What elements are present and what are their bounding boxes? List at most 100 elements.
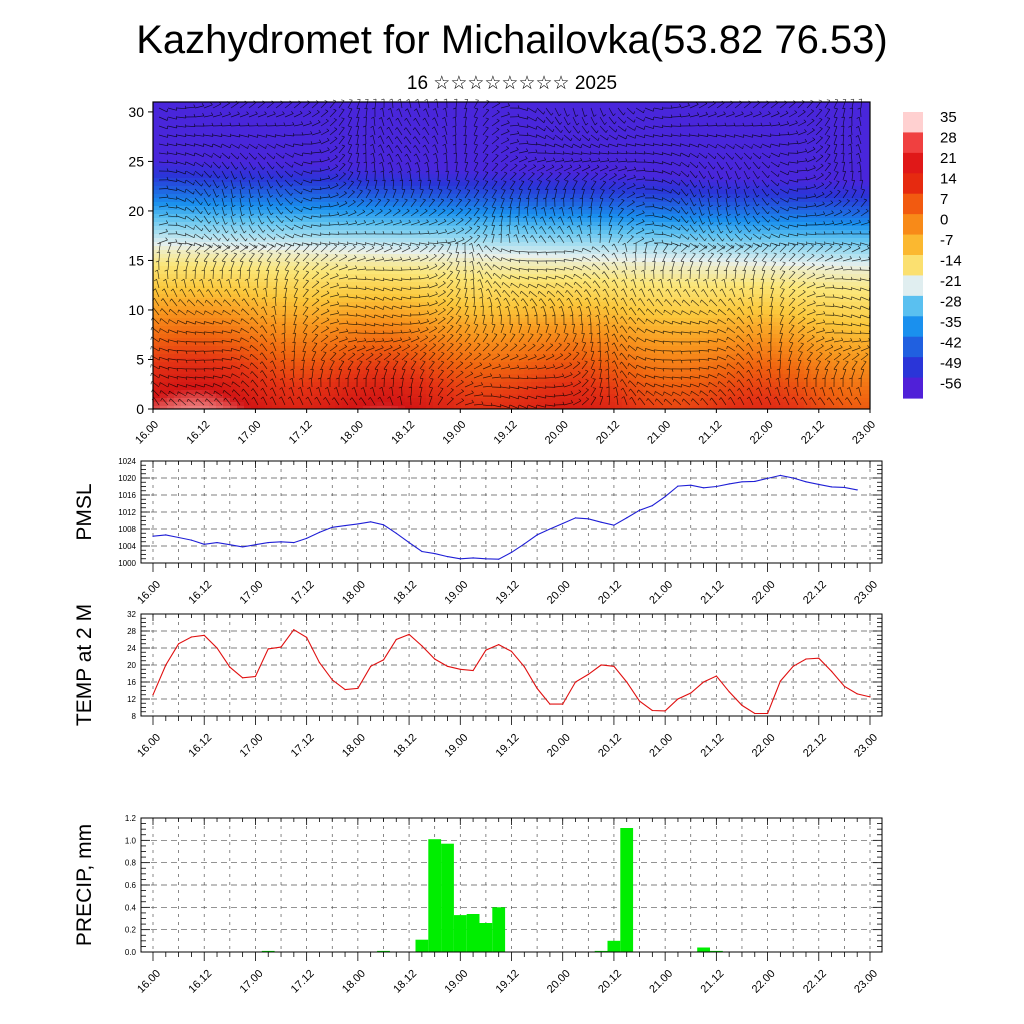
heatmap-cell [307, 130, 315, 135]
heatmap-cell [545, 354, 553, 359]
heatmap-cell [216, 354, 224, 359]
heatmap-cell [363, 118, 371, 123]
heatmap-cell [545, 234, 553, 239]
heatmap-cell [559, 378, 567, 383]
heatmap-cell [307, 262, 315, 267]
heatmap-cell [538, 130, 546, 135]
heatmap-cell [258, 218, 266, 223]
heatmap-cell [321, 306, 329, 311]
heatmap-cell [307, 178, 315, 183]
heatmap-cell [510, 318, 518, 323]
heatmap-cell [300, 366, 308, 371]
heatmap-cell [251, 402, 259, 407]
heatmap-cell [496, 202, 504, 207]
heatmap-cell [209, 242, 217, 247]
heatmap-cell [244, 214, 252, 219]
heatmap-cell [230, 210, 238, 215]
heatmap-cell [559, 310, 567, 315]
heatmap-cell [531, 162, 539, 167]
heatmap-cell [279, 342, 287, 347]
heatmap-cell [258, 262, 266, 267]
heatmap-cell [468, 110, 476, 115]
heatmap-cell [265, 210, 273, 215]
heatmap-cell [531, 334, 539, 339]
heatmap-cell [538, 202, 546, 207]
heatmap-cell [587, 262, 595, 267]
heatmap-cell [454, 126, 462, 131]
heatmap-cell [209, 274, 217, 279]
heatmap-cell [237, 318, 245, 323]
heatmap-cell [216, 146, 224, 151]
heatmap-cell [412, 378, 420, 383]
heatmap-cell [419, 258, 427, 263]
heatmap-cell [426, 346, 434, 351]
heatmap-cell [398, 226, 406, 231]
heatmap-cell [538, 246, 546, 251]
heatmap-cell [482, 382, 490, 387]
heatmap-cell [195, 314, 203, 319]
heatmap-cell [342, 102, 350, 107]
heatmap-cell [237, 314, 245, 319]
heatmap-cell [482, 398, 490, 403]
heatmap-cell [307, 162, 315, 167]
heatmap-cell [370, 282, 378, 287]
heatmap-cell [440, 358, 448, 363]
heatmap-cell [251, 234, 259, 239]
heatmap-cell [356, 250, 364, 255]
heatmap-cell [209, 338, 217, 343]
heatmap-cell [300, 210, 308, 215]
heatmap-cell [370, 150, 378, 155]
heatmap-cell [174, 222, 182, 227]
heatmap-cell [475, 362, 483, 367]
heatmap-cell [468, 142, 476, 147]
heatmap-cell [433, 346, 441, 351]
heatmap-cell [419, 278, 427, 283]
heatmap-cell [174, 298, 182, 303]
heatmap-cell [489, 302, 497, 307]
heatmap-cell [370, 402, 378, 407]
heatmap-cell [174, 210, 182, 215]
heatmap-cell [391, 378, 399, 383]
heatmap-cell [237, 214, 245, 219]
heatmap-cell [580, 306, 588, 311]
heatmap-cell [517, 246, 525, 251]
heatmap-cell [454, 114, 462, 119]
heatmap-cell [391, 290, 399, 295]
heatmap-cell [181, 262, 189, 267]
heatmap-cell [580, 186, 588, 191]
heatmap-cell [538, 318, 546, 323]
heatmap-cell [384, 166, 392, 171]
heatmap-cell [244, 270, 252, 275]
heatmap-cell [531, 222, 539, 227]
heatmap-cell [314, 190, 322, 195]
heatmap-cell [188, 170, 196, 175]
heatmap-cell [356, 378, 364, 383]
heatmap-cell [538, 138, 546, 143]
heatmap-cell [531, 342, 539, 347]
heatmap-cell [363, 362, 371, 367]
heatmap-cell [447, 322, 455, 327]
heatmap-cell [482, 198, 490, 203]
heatmap-cell [552, 350, 560, 355]
heatmap-cell [594, 122, 602, 127]
heatmap-cell [447, 250, 455, 255]
heatmap-cell [279, 314, 287, 319]
heatmap-cell [412, 362, 420, 367]
heatmap-cell [314, 130, 322, 135]
heatmap-cell [559, 150, 567, 155]
heatmap-cell [363, 394, 371, 399]
heatmap-cell [153, 122, 161, 127]
heatmap-cell [286, 326, 294, 331]
heatmap-cell [475, 102, 483, 107]
heatmap-cell [160, 282, 168, 287]
heatmap-cell [251, 386, 259, 391]
heatmap-cell [566, 102, 574, 107]
heatmap-cell [209, 258, 217, 263]
heatmap-cell [167, 266, 175, 271]
heatmap-cell [580, 166, 588, 171]
heatmap-cell [573, 158, 581, 163]
heatmap-cell [244, 162, 252, 167]
heatmap-cell [349, 370, 357, 375]
heatmap-cell [447, 114, 455, 119]
heatmap-cell [517, 214, 525, 219]
